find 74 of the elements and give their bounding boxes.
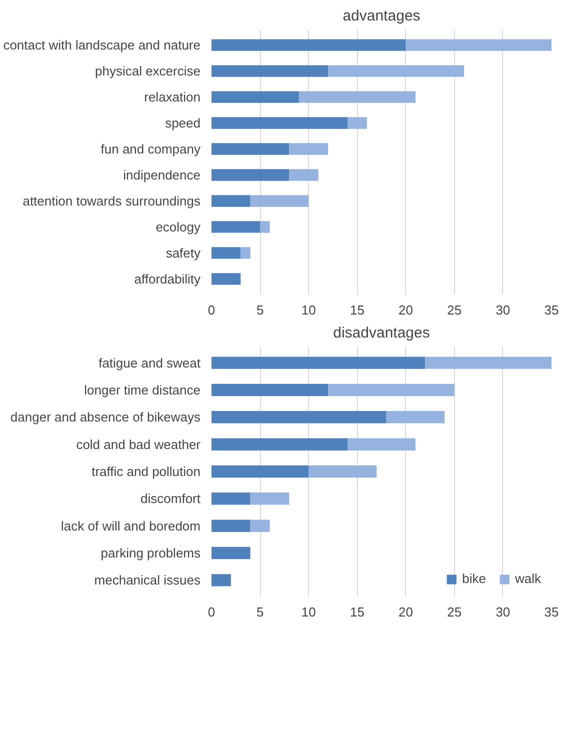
bar bbox=[212, 546, 250, 560]
legend-label: walk bbox=[514, 571, 541, 586]
bar bbox=[212, 384, 328, 396]
y-tick-label: fun and company bbox=[100, 142, 201, 157]
y-tick-label: lack of will and boredom bbox=[61, 518, 201, 534]
bar bbox=[260, 221, 270, 233]
bar bbox=[240, 247, 250, 259]
x-tick-label: 25 bbox=[447, 604, 462, 620]
x-tick-label: 0 bbox=[208, 302, 216, 318]
x-tick-label: 5 bbox=[256, 604, 264, 620]
bar bbox=[308, 465, 377, 478]
bar bbox=[212, 91, 299, 103]
bar bbox=[328, 384, 454, 396]
y-tick-label: relaxation bbox=[144, 90, 201, 105]
y-tick-label: indipendence bbox=[123, 167, 201, 182]
bar bbox=[212, 221, 260, 233]
bar bbox=[250, 195, 309, 207]
y-tick-label: affordability bbox=[134, 271, 201, 286]
x-tick-label: 30 bbox=[496, 604, 510, 620]
y-tick-label: fatigue and sweat bbox=[98, 355, 201, 370]
bar bbox=[212, 39, 406, 51]
x-tick-label: 15 bbox=[350, 302, 364, 318]
x-tick-label: 0 bbox=[208, 604, 216, 620]
bar bbox=[212, 143, 290, 155]
x-tick-label: 35 bbox=[544, 604, 559, 620]
y-tick-label: attention towards surroundings bbox=[22, 193, 201, 208]
x-tick-label: 35 bbox=[544, 302, 559, 318]
chart-title: advantages bbox=[342, 8, 420, 24]
y-tick-label: parking problems bbox=[100, 546, 201, 561]
y-tick-label: ecology bbox=[156, 219, 201, 234]
bar bbox=[212, 465, 309, 478]
bar bbox=[212, 574, 231, 586]
x-tick-label: 10 bbox=[301, 604, 316, 620]
bar bbox=[386, 411, 445, 424]
x-tick-label: 20 bbox=[398, 302, 414, 318]
y-tick-label: contact with landscape and nature bbox=[3, 38, 201, 53]
bar bbox=[289, 169, 318, 181]
y-tick-label: longer time distance bbox=[84, 382, 201, 398]
bar bbox=[212, 169, 290, 181]
y-tick-label: physical excercise bbox=[95, 64, 201, 79]
x-tick-label: 5 bbox=[256, 302, 264, 318]
bar bbox=[212, 520, 250, 532]
bar bbox=[348, 117, 367, 129]
legend-label: bike bbox=[462, 571, 486, 586]
bar bbox=[212, 411, 386, 424]
y-tick-label: safety bbox=[166, 245, 201, 260]
bar bbox=[298, 91, 416, 103]
bar bbox=[348, 438, 416, 450]
bar bbox=[289, 143, 328, 155]
x-tick-label: 10 bbox=[301, 302, 316, 318]
bar bbox=[406, 39, 552, 51]
bar bbox=[250, 520, 270, 532]
bar bbox=[212, 65, 328, 77]
bar bbox=[212, 273, 241, 285]
y-tick-label: discomfort bbox=[140, 491, 201, 506]
bar bbox=[212, 195, 250, 207]
bar bbox=[212, 492, 250, 505]
y-tick-label: danger and absence of bikeways bbox=[10, 410, 201, 425]
x-tick-label: 15 bbox=[350, 604, 364, 620]
bar bbox=[212, 438, 348, 450]
x-tick-label: 30 bbox=[496, 302, 510, 318]
bar bbox=[212, 247, 241, 259]
y-tick-label: speed bbox=[165, 116, 200, 131]
y-tick-label: traffic and pollution bbox=[92, 464, 201, 479]
bar bbox=[425, 356, 552, 369]
bar bbox=[328, 65, 464, 77]
bar bbox=[212, 117, 348, 129]
y-tick-label: mechanical issues bbox=[94, 572, 201, 588]
y-tick-label: cold and bad weather bbox=[76, 436, 202, 452]
bar bbox=[212, 356, 426, 369]
x-tick-label: 25 bbox=[447, 302, 462, 318]
x-tick-label: 20 bbox=[398, 604, 414, 620]
bar bbox=[250, 492, 290, 505]
chart-title: disadvantages bbox=[333, 324, 430, 342]
